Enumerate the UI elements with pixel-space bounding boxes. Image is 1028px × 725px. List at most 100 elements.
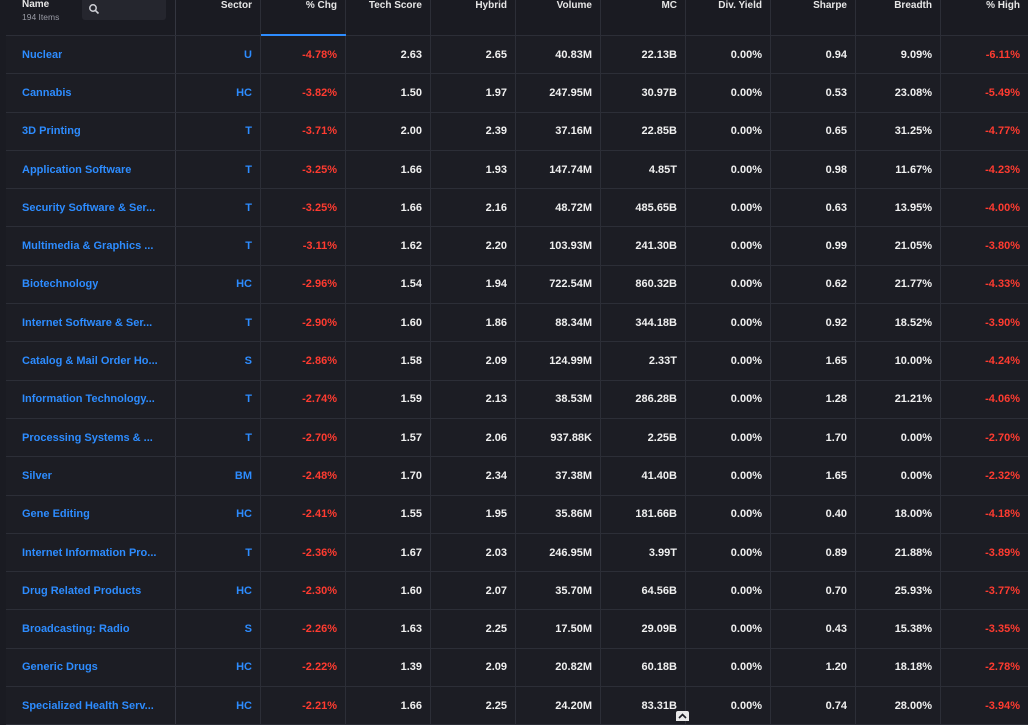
tech-score-cell: 1.62: [346, 227, 431, 265]
sector-cell[interactable]: HC: [176, 74, 261, 112]
sector-cell[interactable]: HC: [176, 648, 261, 687]
table-row[interactable]: Multimedia & Graphics ... T -3.11% 1.62 2.20…: [6, 227, 1028, 266]
industry-name-link[interactable]: Cannabis: [22, 86, 72, 99]
header-tech-score[interactable]: Tech Score: [346, 0, 431, 35]
div-yield-cell: 0.00%: [686, 265, 771, 304]
table-row[interactable]: Catalog & Mail Order Ho... S -2.86% 1.58 2.0…: [6, 342, 1028, 381]
header-div-yield[interactable]: Div. Yield: [686, 0, 771, 35]
industry-name-link[interactable]: Silver: [22, 469, 52, 482]
table-row[interactable]: Gene Editing HC -2.41% 1.55 1.95 35.86M 181.66…: [6, 495, 1028, 534]
hybrid-cell: 2.20: [431, 227, 516, 265]
sector-cell[interactable]: T: [176, 304, 261, 342]
sector-cell[interactable]: BM: [176, 457, 261, 495]
industry-name-link[interactable]: Catalog & Mail Order Ho...: [22, 355, 158, 368]
sector-cell[interactable]: S: [176, 342, 261, 380]
sector-cell[interactable]: HC: [176, 265, 261, 304]
industry-name-link[interactable]: Generic Drugs: [22, 661, 98, 674]
industry-name-link[interactable]: Multimedia & Graphics ...: [22, 240, 154, 253]
tech-score-cell: 1.55: [346, 495, 431, 533]
industry-name-link[interactable]: Internet Information Pro...: [22, 546, 157, 559]
header-pct-high[interactable]: % High: [986, 0, 1020, 11]
breadth-cell: 31.25%: [856, 112, 941, 150]
industry-name-link[interactable]: Drug Related Products: [22, 584, 142, 597]
breadth-cell: 28.00%: [856, 687, 941, 725]
sector-cell[interactable]: HC: [176, 495, 261, 533]
chg-cell: -2.36%: [261, 533, 346, 572]
table-row[interactable]: Specialized Health Serv... HC -2.21% 1.66 2.…: [6, 687, 1028, 725]
sector-cell[interactable]: U: [176, 36, 261, 74]
tech-score-cell: 1.39: [346, 648, 431, 687]
industry-name-link[interactable]: Broadcasting: Radio: [22, 623, 130, 636]
name-cell: Biotechnology: [6, 265, 176, 304]
div-yield-cell: 0.00%: [686, 687, 771, 725]
header-chg[interactable]: % Chg: [261, 0, 346, 35]
sector-cell[interactable]: T: [176, 189, 261, 227]
sharpe-cell: 1.65: [771, 457, 856, 495]
table-row[interactable]: 3D Printing T -3.71% 2.00 2.39 37.16M 22.85B 0.…: [6, 112, 1028, 151]
sharpe-cell: 0.70: [771, 572, 856, 610]
div-yield-cell: 0.00%: [686, 610, 771, 648]
header-sharpe[interactable]: Sharpe: [771, 0, 856, 35]
tech-score-cell: 2.63: [346, 36, 431, 74]
industry-name-link[interactable]: Security Software & Ser...: [22, 201, 156, 214]
pct-high-cell: -4.24%: [985, 355, 1020, 368]
sector-cell[interactable]: T: [176, 227, 261, 265]
name-column-label[interactable]: Name: [22, 0, 50, 10]
sector-cell[interactable]: T: [176, 533, 261, 572]
header-volume[interactable]: Volume: [516, 0, 601, 35]
table-row[interactable]: Silver BM -2.48% 1.70 2.34 37.38M 41.40B 0.00% 1…: [6, 457, 1028, 496]
sector-cell[interactable]: HC: [176, 687, 261, 725]
table-row[interactable]: Information Technology... T -2.74% 1.59 2.13…: [6, 380, 1028, 419]
tech-score-cell: 1.59: [346, 380, 431, 418]
industry-name-link[interactable]: Gene Editing: [22, 508, 90, 521]
tech-score-cell: 1.67: [346, 533, 431, 572]
sector-cell[interactable]: T: [176, 112, 261, 150]
industry-name-link[interactable]: Processing Systems & ...: [22, 431, 153, 444]
industry-name-link[interactable]: 3D Printing: [22, 125, 81, 138]
pct-high-cell: -3.90%: [985, 316, 1020, 329]
industry-name-link[interactable]: Biotechnology: [22, 278, 99, 291]
table-row[interactable]: Cannabis HC -3.82% 1.50 1.97 247.95M 30.97B 0.0…: [6, 74, 1028, 113]
div-yield-cell: 0.00%: [686, 495, 771, 533]
search-icon: [89, 4, 100, 15]
volume-cell: 124.99M: [516, 342, 601, 380]
scroll-up-button[interactable]: [676, 711, 689, 721]
header-mc[interactable]: MC: [601, 0, 686, 35]
breadth-cell: 18.18%: [856, 648, 941, 687]
header-breadth[interactable]: Breadth: [856, 0, 941, 35]
header-sector[interactable]: Sector: [176, 0, 261, 35]
sharpe-cell: 0.53: [771, 74, 856, 112]
table-row[interactable]: Broadcasting: Radio S -2.26% 1.63 2.25 17.50M…: [6, 610, 1028, 649]
table-row[interactable]: Processing Systems & ... T -2.70% 1.57 2.06 9…: [6, 418, 1028, 458]
industry-name-link[interactable]: Application Software: [22, 163, 132, 176]
sector-cell[interactable]: HC: [176, 572, 261, 610]
sharpe-cell: 0.65: [771, 112, 856, 150]
search-input[interactable]: [82, 0, 166, 20]
hybrid-cell: 2.13: [431, 380, 516, 418]
chg-cell: -2.70%: [261, 418, 346, 457]
sector-cell[interactable]: T: [176, 418, 261, 457]
header-name-column[interactable]: Name 194 Items: [6, 0, 176, 35]
table-row[interactable]: Internet Software & Ser... T -2.90% 1.60 1.8…: [6, 304, 1028, 343]
industry-name-link[interactable]: Information Technology...: [22, 393, 155, 406]
table-row[interactable]: Drug Related Products HC -2.30% 1.60 2.07 35.…: [6, 572, 1028, 611]
sector-cell[interactable]: T: [176, 380, 261, 418]
breadth-cell: 18.00%: [856, 495, 941, 533]
table-row[interactable]: Security Software & Ser... T -3.25% 1.66 2.1…: [6, 189, 1028, 228]
industry-name-link[interactable]: Nuclear: [22, 48, 63, 61]
sector-cell[interactable]: S: [176, 610, 261, 648]
table-row[interactable]: Application Software T -3.25% 1.66 1.93 147.7…: [6, 150, 1028, 190]
sector-cell[interactable]: T: [176, 150, 261, 189]
header-hybrid[interactable]: Hybrid: [431, 0, 516, 35]
hybrid-cell: 2.03: [431, 533, 516, 572]
table-row[interactable]: Generic Drugs HC -2.22% 1.39 2.09 20.82M 60.18…: [6, 648, 1028, 688]
industry-name-link[interactable]: Internet Software & Ser...: [22, 316, 153, 329]
table-row[interactable]: Internet Information Pro... T -2.36% 1.67 2.…: [6, 533, 1028, 573]
table-row[interactable]: Nuclear U -4.78% 2.63 2.65 40.83M 22.13B 0.00% 0…: [6, 36, 1028, 75]
tech-score-cell: 1.66: [346, 150, 431, 189]
div-yield-cell: 0.00%: [686, 112, 771, 150]
chg-cell: -2.26%: [261, 610, 346, 648]
table-row[interactable]: Biotechnology HC -2.96% 1.54 1.94 722.54M 860.…: [6, 265, 1028, 305]
hybrid-cell: 2.09: [431, 648, 516, 687]
industry-name-link[interactable]: Specialized Health Serv...: [22, 699, 154, 712]
